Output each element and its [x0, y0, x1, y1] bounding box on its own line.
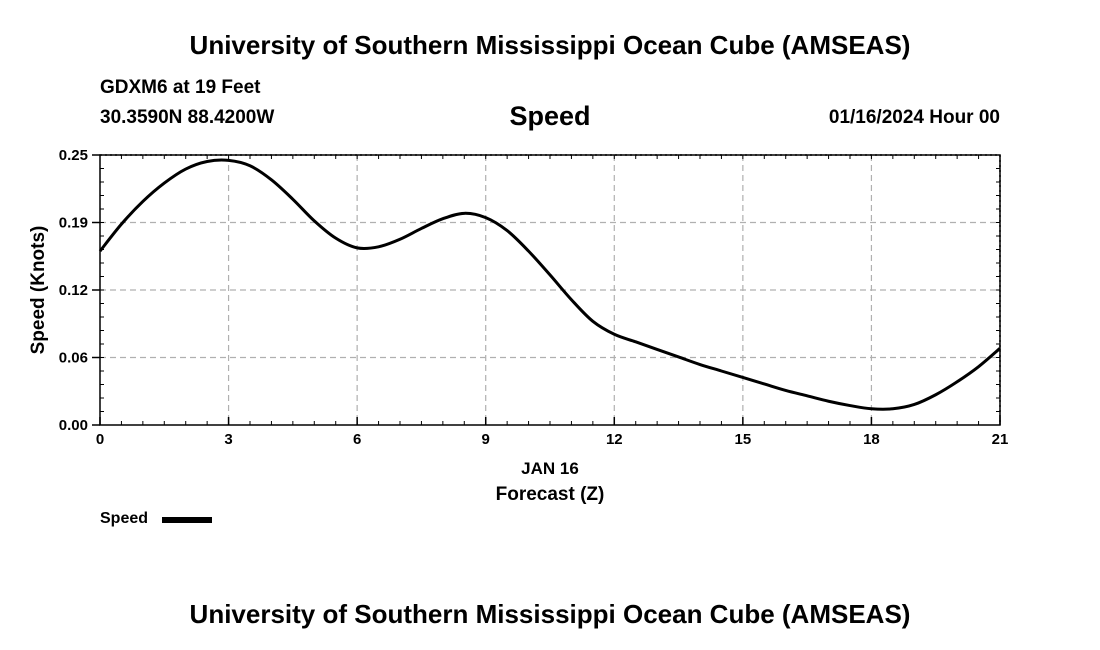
y-tick-label: 0.00 — [59, 417, 88, 434]
speed-series-line — [98, 158, 1001, 411]
coordinates-label: 30.3590N 88.4200W — [100, 107, 275, 128]
bottom-title: University of Southern Mississippi Ocean… — [189, 599, 911, 629]
x-tick-label: 15 — [735, 431, 752, 448]
y-tick-label: 0.06 — [59, 350, 88, 367]
x-tick-label: 6 — [353, 431, 361, 448]
x-tick-label: 12 — [606, 431, 623, 448]
legend-swatch — [162, 517, 212, 523]
y-axis-title: Speed (Knots) — [28, 226, 49, 355]
x-axis-date-label: JAN 16 — [521, 459, 579, 478]
x-tick-label: 21 — [992, 431, 1009, 448]
y-tick-label: 0.25 — [59, 147, 88, 164]
chart-title: Speed — [509, 101, 591, 131]
station-label: GDXM6 at 19 Feet — [100, 77, 261, 98]
top-title: University of Southern Mississippi Ocean… — [189, 30, 911, 60]
x-tick-label: 0 — [96, 431, 104, 448]
y-tick-label: 0.19 — [59, 215, 88, 232]
datetime-label: 01/16/2024 Hour 00 — [828, 107, 1000, 128]
legend-label: Speed — [100, 510, 149, 527]
grid — [100, 155, 1000, 425]
tick-labels: 0 3 6 9 12 15 18 21 0.00 0.06 0.12 0.19 0.25 — [59, 147, 1009, 448]
x-tick-label: 3 — [224, 431, 232, 448]
x-tick-label: 9 — [482, 431, 490, 448]
x-tick-label: 18 — [863, 431, 880, 448]
x-axis-title: Forecast (Z) — [496, 484, 605, 505]
y-tick-label: 0.12 — [59, 282, 88, 299]
